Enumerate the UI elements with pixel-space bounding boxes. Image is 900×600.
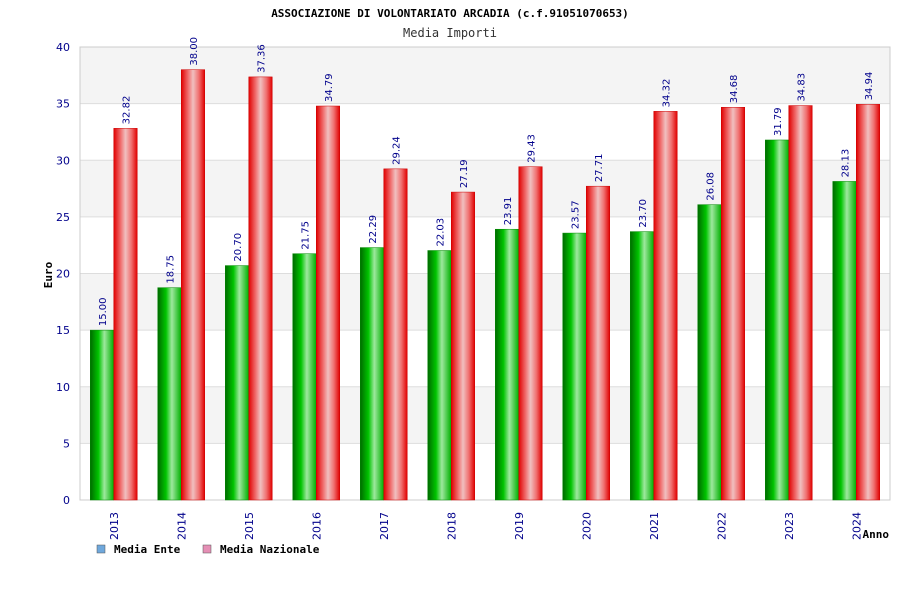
bar-value-label: 23.70: [638, 199, 649, 228]
y-axis-label: Euro: [42, 261, 55, 288]
x-tick-label: 2020: [580, 512, 593, 540]
bar-value-labels: 15.00 32.82 18.75 38.00 20.70 37.36 21.75 34.79…: [98, 37, 875, 326]
bar-media-nazionale-2019: [518, 166, 543, 501]
bar-media-ente-2016: [292, 253, 317, 501]
bar-value-label: 26.08: [706, 172, 717, 201]
bar-value-label: 20.70: [233, 233, 244, 262]
x-tick-label: 2015: [243, 512, 256, 540]
bar-media-nazionale-2016: [316, 105, 340, 501]
bars: [90, 69, 880, 501]
bar-media-ente-2023: [765, 139, 789, 501]
plot-band: [80, 273, 890, 331]
bar-value-label: 32.82: [122, 96, 133, 125]
bar-media-ente-2021: [630, 231, 654, 501]
plot-band: [80, 216, 890, 274]
plot-band: [80, 386, 890, 444]
gridlines: [79, 46, 891, 501]
legend: Media Ente Media Nazionale: [96, 543, 320, 556]
bar-value-label: 34.83: [797, 73, 808, 102]
legend-label-media-ente: Media Ente: [114, 543, 181, 556]
plot-frame: [79, 46, 891, 501]
x-tick-label: 2022: [715, 512, 728, 540]
y-tick-label: 30: [56, 154, 70, 167]
bar-media-ente-2015: [225, 265, 249, 501]
plot-band: [80, 443, 890, 500]
plot-band: [80, 103, 890, 161]
bar-value-label: 27.19: [459, 159, 470, 188]
legend-swatch-media-nazionale: [202, 544, 212, 554]
bar-media-ente-2024: [832, 181, 857, 501]
bar-value-label: 31.79: [773, 107, 784, 136]
bar-value-label: 18.75: [166, 255, 177, 284]
bar-media-ente-2013: [90, 329, 114, 501]
bar-media-nazionale-2024: [856, 104, 880, 501]
bar-media-nazionale-2022: [721, 106, 745, 501]
bar-value-label: 34.68: [729, 75, 740, 104]
x-axis-ticks: 2013 2014 2015 2016 2017 2018 2019 2020 2021 2022…: [108, 512, 864, 540]
y-tick-label: 40: [56, 41, 70, 54]
x-axis-label: Anno: [863, 528, 890, 541]
bar-value-label: 23.57: [571, 200, 582, 229]
legend-label-media-nazionale: Media Nazionale: [220, 543, 320, 556]
bar-value-label: 34.32: [662, 79, 673, 108]
plot-band: [80, 160, 890, 217]
bar-media-nazionale-2023: [788, 105, 813, 501]
x-tick-label: 2016: [310, 512, 323, 540]
y-tick-label: 25: [56, 211, 70, 224]
bar-media-nazionale-2021: [653, 111, 678, 501]
chart-title: ASSOCIAZIONE DI VOLONTARIATO ARCADIA (c.…: [271, 7, 629, 20]
bar-value-label: 34.94: [864, 72, 875, 101]
bar-value-label: 22.29: [368, 215, 379, 244]
x-tick-label: 2014: [175, 512, 188, 540]
x-tick-label: 2019: [513, 512, 526, 540]
bar-media-nazionale-2020: [586, 185, 610, 501]
bar-media-nazionale-2018: [451, 191, 475, 501]
legend-swatch-media-ente: [96, 544, 106, 554]
bar-media-nazionale-2017: [383, 168, 408, 501]
bar-value-label: 21.75: [301, 221, 312, 250]
bar-value-label: 29.43: [527, 134, 538, 163]
bar-value-label: 38.00: [189, 37, 200, 66]
bar-media-ente-2020: [562, 232, 587, 501]
plot-band: [80, 47, 890, 104]
bar-media-ente-2019: [495, 228, 519, 501]
bar-media-nazionale-2014: [181, 69, 205, 501]
x-tick-label: 2017: [378, 512, 391, 540]
bar-media-ente-2014: [157, 287, 182, 501]
bar-media-nazionale-2013: [113, 128, 138, 501]
x-tick-label: 2018: [445, 512, 458, 540]
bar-value-label: 34.79: [324, 73, 335, 102]
bar-value-label: 37.36: [257, 44, 268, 73]
plot-band: [80, 330, 890, 387]
y-axis-ticks: 0 5 10 15 20 25 30 35 40: [56, 41, 70, 507]
chart-subtitle: Media Importi: [403, 26, 497, 40]
y-tick-label: 5: [63, 437, 70, 450]
bar-value-label: 23.91: [503, 197, 514, 226]
bar-media-ente-2022: [697, 204, 722, 501]
y-tick-label: 35: [56, 98, 70, 111]
x-tick-label: 2024: [850, 512, 863, 540]
x-tick-label: 2021: [648, 512, 661, 540]
bar-media-ente-2018: [427, 250, 452, 501]
y-tick-label: 10: [56, 381, 70, 394]
bar-value-label: 22.03: [436, 218, 447, 247]
bar-value-label: 29.24: [392, 136, 403, 165]
x-tick-label: 2013: [108, 512, 121, 540]
y-tick-label: 20: [56, 268, 70, 281]
bar-media-ente-2017: [360, 247, 384, 501]
x-tick-label: 2023: [783, 512, 796, 540]
bar-value-label: 28.13: [841, 149, 852, 178]
bar-value-label: 15.00: [98, 297, 109, 326]
y-tick-label: 15: [56, 324, 70, 337]
bar-media-nazionale-2015: [248, 76, 273, 501]
bar-value-label: 27.71: [594, 154, 605, 183]
plot-background: [80, 47, 890, 500]
y-tick-label: 0: [63, 494, 70, 507]
